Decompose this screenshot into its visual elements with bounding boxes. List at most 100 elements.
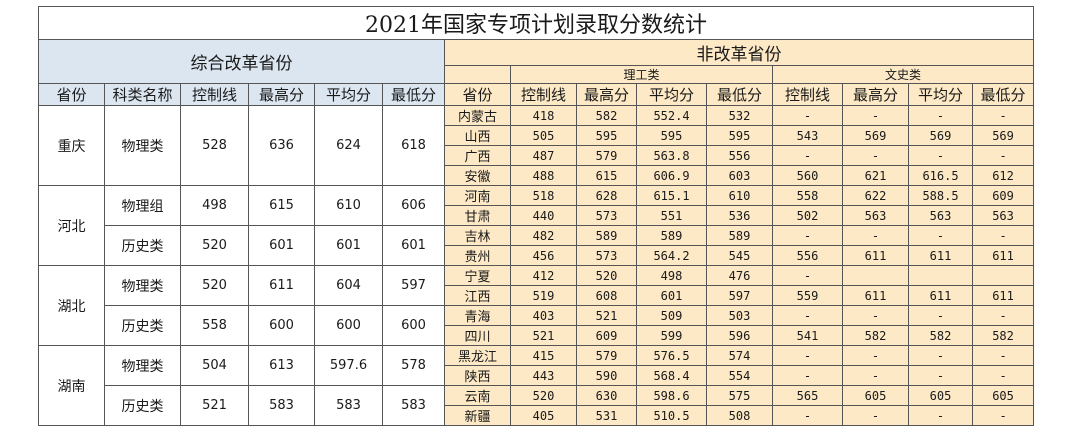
right-value-cell: 575 [706,385,773,406]
empty-subheader [444,65,511,84]
right-value-cell: 532 [706,105,773,126]
left-section-title: 综合改革省份 [38,39,445,84]
right-header-sci-min: 最低分 [706,83,773,106]
right-value-cell: - [842,105,909,126]
left-min-cell: 600 [382,305,445,346]
right-value-cell: 576.5 [636,345,707,366]
right-value-cell: 605 [908,385,973,406]
right-value-cell: - [772,265,843,286]
left-max-cell: 600 [248,305,315,346]
right-value-cell: 510.5 [636,405,707,426]
table-row: 贵州 456 573 564.2 545 556 611 611 611 [39,245,1035,266]
right-value-cell: 628 [576,185,637,206]
right-value-cell: 563 [971,205,1035,226]
right-value-cell: 595 [576,125,637,146]
right-value-cell: 498 [636,265,707,286]
table-row: 湖北 物理类 520 611 604 597 宁夏 412 520 498 476- [38,265,1035,346]
right-province-cell: 甘肃 [444,205,511,226]
left-min-cell: 578 [382,345,445,386]
left-cutoff-cell: 504 [180,345,249,386]
right-value-cell: 582 [842,325,909,346]
left-min-cell: 606 [382,185,445,226]
right-value-cell: 521 [576,305,637,326]
right-value-cell: - [772,365,843,386]
right-value-cell: 612 [971,165,1035,186]
right-value-cell: - [908,405,973,426]
table-row: 陕西 443 590 568.4 554- - - - [39,365,1035,386]
left-avg-cell: 583 [314,385,383,426]
left-category-cell: 物理类 [104,265,181,306]
right-value-cell: 531 [576,405,637,426]
right-value-cell: 556 [772,245,843,266]
left-province-cell: 重庆 [38,105,105,186]
score-table-sheet: 2021年国家专项计划录取分数统计 综合改革省份 非改革省份 理工类 文史类 省… [37,6,1035,426]
right-value-cell: 520 [576,265,637,286]
right-value-cell: 621 [842,165,909,186]
right-value-cell: 588.5 [908,185,973,206]
table-row: 江西 519 608 601 597 559 611 611 611 [39,285,1035,306]
right-value-cell: - [908,145,973,166]
right-value-cell: 590 [576,365,637,386]
right-value-cell: - [971,405,1035,426]
right-value-cell: - [971,105,1035,126]
right-header-arts-max: 最高分 [842,83,909,106]
left-avg-cell: 601 [314,225,383,266]
right-value-cell: 616.5 [908,165,973,186]
right-value-cell: - [971,305,1035,326]
left-category-cell: 历史类 [104,225,181,266]
left-avg-cell: 610 [314,185,383,226]
right-value-cell: 521 [510,325,577,346]
right-value-cell: - [908,105,973,126]
right-value-cell: 488 [510,165,577,186]
right-value-cell: 508 [706,405,773,426]
right-value-cell: - [842,305,909,326]
left-avg-cell: 597.6 [314,345,383,386]
left-cutoff-cell: 520 [180,225,249,266]
left-max-cell: 636 [248,105,315,186]
right-value-cell: 552.4 [636,105,707,126]
right-value-cell: - [971,225,1035,246]
left-header-avg: 平均分 [314,83,383,106]
right-value-cell: - [772,345,843,366]
left-category-cell: 物理组 [104,185,181,226]
right-value-cell: 611 [908,285,973,306]
right-value-cell: 589 [636,225,707,246]
table-row: 重庆 物理类 528 636 624 618 内蒙古 418 582 552.4 532- - - - [38,105,1035,186]
right-value-cell: - [842,145,909,166]
right-value-cell: 608 [576,285,637,306]
right-value-cell: - [971,365,1035,386]
right-value-cell: 520 [510,385,577,406]
right-value-cell: 543 [772,125,843,146]
right-value-cell: 579 [576,345,637,366]
right-value-cell: 622 [842,185,909,206]
left-province-cell: 湖北 [38,265,105,346]
right-province-cell: 山西 [444,125,511,146]
left-max-cell: 583 [248,385,315,426]
right-value-cell: 611 [908,245,973,266]
right-value-cell: 443 [510,365,577,386]
right-value-cell: 418 [510,105,577,126]
science-group-label: 理工类 [510,65,773,84]
left-min-cell: 601 [382,225,445,266]
right-value-cell: 556 [706,145,773,166]
right-header-sci-avg: 平均分 [636,83,707,106]
right-value-cell: 456 [510,245,577,266]
right-value-cell: 630 [576,385,637,406]
right-value-cell: 503 [706,305,773,326]
right-value-cell: 558 [772,185,843,206]
right-header-province: 省份 [444,83,511,106]
table-row: 湖南 物理类 504 613 597.6 578 黑龙江 415 579 576.5 574- - - - [38,345,1035,426]
left-cutoff-cell: 520 [180,265,249,306]
right-value-cell: 482 [510,225,577,246]
right-value-cell: 610 [706,185,773,206]
left-avg-cell: 600 [314,305,383,346]
right-value-cell: 415 [510,345,577,366]
table-row: 历史类 558 600 600 600 青海 403 521 509 503- - - - [39,305,1035,346]
right-value-cell: 606.9 [636,165,707,186]
right-value-cell: 476 [706,265,773,286]
table-row: 历史类 521 583 583 583 云南 520 630 598.6 575 565 605 605… [39,385,1035,426]
right-value-cell: 579 [576,145,637,166]
right-province-cell: 青海 [444,305,511,326]
right-value-cell: 582 [908,325,973,346]
right-province-cell: 四川 [444,325,511,346]
